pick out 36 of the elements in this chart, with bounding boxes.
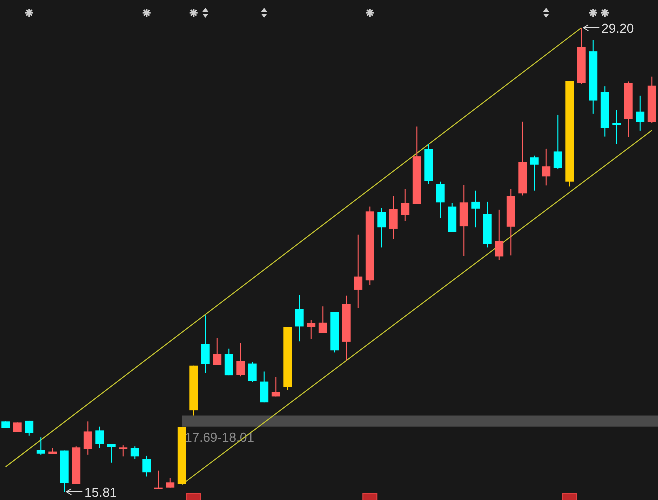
- candlestick: [542, 148, 551, 186]
- candlestick: [224, 348, 234, 376]
- candlestick: [130, 446, 140, 460]
- candlestick: [307, 320, 316, 340]
- candlestick: [213, 338, 222, 366]
- annotation: 29.20: [602, 21, 634, 36]
- candlestick: [166, 478, 175, 488]
- candlestick: [530, 155, 539, 192]
- candlestick: [96, 426, 104, 449]
- candlestick: [119, 445, 128, 458]
- candlestick: [248, 362, 257, 383]
- candlestick: [354, 234, 363, 309]
- candlestick: [295, 294, 304, 342]
- candlestick: [154, 470, 163, 490]
- candlestick: [636, 95, 645, 132]
- candlestick: [472, 190, 480, 228]
- candlestick: [401, 188, 410, 222]
- candlestick: [84, 421, 92, 456]
- candlestick: [107, 444, 116, 464]
- candlestick: [318, 306, 328, 334]
- candlestick: [378, 208, 386, 248]
- candlestick: [13, 422, 22, 433]
- candlestick: [612, 110, 622, 145]
- candlestick: [236, 342, 246, 378]
- annotation: 15.81: [84, 485, 118, 500]
- candlestick: [260, 371, 269, 404]
- candlestick: [142, 455, 152, 478]
- candlestick: [495, 209, 504, 261]
- candlestick: [460, 184, 468, 257]
- candlestick: [36, 437, 46, 456]
- candlestick: [201, 315, 210, 374]
- candlestick: [436, 181, 445, 219]
- candlestick: [25, 420, 34, 436]
- candlestick: [389, 196, 398, 240]
- candlestick: [554, 114, 562, 170]
- candlestick: [272, 376, 280, 398]
